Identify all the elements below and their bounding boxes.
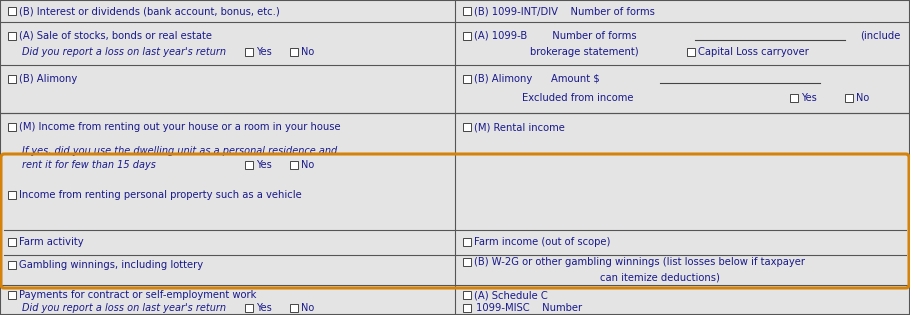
Bar (8, 291, 16, 299)
Text: Farm activity: Farm activity (19, 237, 84, 247)
Text: Did you report a loss on last year's return: Did you report a loss on last year's ret… (22, 303, 226, 313)
Bar (463, 75, 471, 83)
Text: Farm income (out of scope): Farm income (out of scope) (474, 237, 611, 247)
Text: Yes: Yes (256, 47, 272, 57)
Bar (8, 123, 16, 131)
Bar (463, 7, 471, 15)
Text: Yes: Yes (256, 160, 272, 170)
Text: rent it for few than 15 days: rent it for few than 15 days (22, 160, 156, 170)
Text: (A) Schedule C: (A) Schedule C (474, 290, 548, 300)
Bar (8, 7, 16, 15)
Text: No: No (301, 160, 314, 170)
Bar (8, 238, 16, 246)
Text: brokerage statement): brokerage statement) (530, 47, 639, 57)
Text: No: No (301, 47, 314, 57)
Text: (B) Alimony      Amount $: (B) Alimony Amount $ (474, 74, 600, 84)
Bar (463, 123, 471, 131)
Text: (A) 1099-B        Number of forms: (A) 1099-B Number of forms (474, 31, 637, 41)
Text: (M) Income from renting out your house or a room in your house: (M) Income from renting out your house o… (19, 122, 340, 132)
Text: Excluded from income: Excluded from income (522, 93, 633, 103)
Bar (8, 191, 16, 199)
Text: Income from renting personal property such as a vehicle: Income from renting personal property su… (19, 190, 302, 200)
Text: Yes: Yes (256, 303, 272, 313)
Bar (290, 304, 298, 312)
Text: Capital Loss carryover: Capital Loss carryover (698, 47, 809, 57)
Bar (463, 258, 471, 266)
Text: If yes, did you use the dwelling unit as a personal residence and: If yes, did you use the dwelling unit as… (22, 146, 338, 156)
Text: (A) Sale of stocks, bonds or real estate: (A) Sale of stocks, bonds or real estate (19, 31, 212, 41)
Bar (687, 48, 695, 56)
Bar (290, 161, 298, 169)
Bar (290, 48, 298, 56)
Text: Payments for contract or self-employment work: Payments for contract or self-employment… (19, 290, 257, 300)
Text: (B) W-2G or other gambling winnings (list losses below if taxpayer: (B) W-2G or other gambling winnings (lis… (474, 257, 805, 267)
Text: Gambling winnings, including lottery: Gambling winnings, including lottery (19, 260, 203, 270)
Bar (790, 94, 798, 102)
Bar (8, 32, 16, 40)
Text: (M) Rental income: (M) Rental income (474, 122, 565, 132)
Bar (463, 32, 471, 40)
Bar (245, 161, 253, 169)
Text: No: No (856, 93, 869, 103)
Text: (B) 1099-INT/DIV    Number of forms: (B) 1099-INT/DIV Number of forms (474, 6, 655, 16)
Bar (245, 304, 253, 312)
Bar (463, 238, 471, 246)
Bar (463, 291, 471, 299)
Bar (8, 75, 16, 83)
Bar (463, 304, 471, 312)
Text: (B) Alimony: (B) Alimony (19, 74, 77, 84)
Bar (8, 261, 16, 269)
Bar (845, 94, 853, 102)
Text: can itemize deductions): can itemize deductions) (600, 272, 720, 282)
Text: (include: (include (860, 31, 900, 41)
Text: (B) Interest or dividends (bank account, bonus, etc.): (B) Interest or dividends (bank account,… (19, 6, 279, 16)
Bar (245, 48, 253, 56)
Text: 1099-MISC    Number: 1099-MISC Number (476, 303, 582, 313)
Text: No: No (301, 303, 314, 313)
Text: Did you report a loss on last year's return: Did you report a loss on last year's ret… (22, 47, 226, 57)
Text: Yes: Yes (801, 93, 817, 103)
